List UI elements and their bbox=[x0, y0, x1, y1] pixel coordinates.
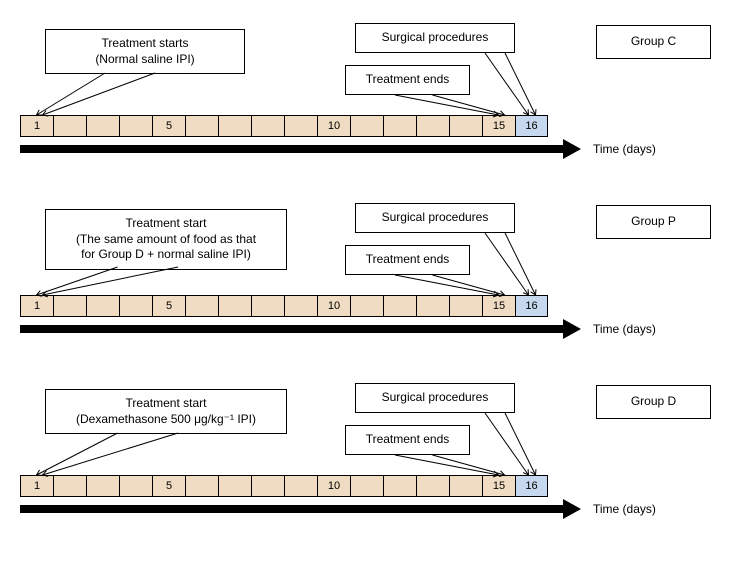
panel-group-d: Treatment start(Dexamethasone 500 μg/kg⁻… bbox=[20, 375, 711, 550]
treatment-start-box: Treatment start(The same amount of food … bbox=[45, 209, 287, 270]
timeline-cell-day-6 bbox=[185, 475, 218, 497]
time-axis-arrowhead bbox=[563, 319, 581, 339]
treatment-start-box: Treatment start(Dexamethasone 500 μg/kg⁻… bbox=[45, 389, 287, 434]
group-label-box: Group C bbox=[596, 25, 711, 59]
treatment-ends-box: Treatment ends bbox=[345, 245, 470, 275]
treatment-start-line2: (The same amount of food as that bbox=[56, 232, 276, 248]
timeline-cell-day-9 bbox=[284, 295, 317, 317]
timeline-cell-day-3 bbox=[86, 295, 119, 317]
treatment-start-box: Treatment starts(Normal saline IPI) bbox=[45, 29, 245, 74]
timeline-cell-day-11 bbox=[350, 475, 383, 497]
treatment-start-line1: Treatment start bbox=[56, 216, 276, 232]
timeline-cell-day-16: 16 bbox=[515, 295, 548, 317]
treatment-start-line1: Treatment start bbox=[56, 396, 276, 412]
timeline-cell-day-7 bbox=[218, 295, 251, 317]
time-axis-arrowhead bbox=[563, 499, 581, 519]
timeline-cell-day-7 bbox=[218, 475, 251, 497]
timeline-row: 15101516 bbox=[20, 295, 548, 317]
timeline-cell-day-15: 15 bbox=[482, 475, 515, 497]
surgical-procedures-box: Surgical procedures bbox=[355, 203, 515, 233]
timeline-cell-day-14 bbox=[449, 475, 482, 497]
timeline-cell-day-10: 10 bbox=[317, 115, 350, 137]
timeline-cell-day-8 bbox=[251, 475, 284, 497]
timeline-cell-day-4 bbox=[119, 475, 152, 497]
timeline-cell-day-3 bbox=[86, 475, 119, 497]
timeline-cell-day-13 bbox=[416, 115, 449, 137]
timeline-cell-day-12 bbox=[383, 475, 416, 497]
timeline-cell-day-5: 5 bbox=[152, 115, 185, 137]
timeline-cell-day-16: 16 bbox=[515, 115, 548, 137]
panel-group-c: Treatment starts(Normal saline IPI) Surgi… bbox=[20, 15, 711, 190]
timeline-cell-day-2 bbox=[53, 115, 86, 137]
timeline-cell-day-4 bbox=[119, 295, 152, 317]
timeline-row: 15101516 bbox=[20, 475, 548, 497]
timeline-cell-day-8 bbox=[251, 115, 284, 137]
treatment-ends-box: Treatment ends bbox=[345, 425, 470, 455]
timeline-cell-day-15: 15 bbox=[482, 295, 515, 317]
treatment-start-line3: for Group D + normal saline IPI) bbox=[56, 247, 276, 263]
timeline-cell-day-11 bbox=[350, 115, 383, 137]
timeline-cell-day-13 bbox=[416, 475, 449, 497]
surgical-procedures-box: Surgical procedures bbox=[355, 383, 515, 413]
treatment-start-line2: (Dexamethasone 500 μg/kg⁻¹ IPI) bbox=[56, 412, 276, 428]
timeline-cell-day-6 bbox=[185, 295, 218, 317]
timeline-cell-day-10: 10 bbox=[317, 295, 350, 317]
timeline-cell-day-9 bbox=[284, 115, 317, 137]
timeline-cell-day-6 bbox=[185, 115, 218, 137]
timeline-cell-day-8 bbox=[251, 295, 284, 317]
time-axis-label: Time (days) bbox=[593, 322, 656, 336]
time-axis-arrowhead bbox=[563, 139, 581, 159]
timeline-cell-day-12 bbox=[383, 295, 416, 317]
timeline-cell-day-1: 1 bbox=[20, 475, 53, 497]
timeline-cell-day-9 bbox=[284, 475, 317, 497]
timeline-cell-day-16: 16 bbox=[515, 475, 548, 497]
timeline-cell-day-12 bbox=[383, 115, 416, 137]
timeline-cell-day-2 bbox=[53, 475, 86, 497]
timeline-cell-day-2 bbox=[53, 295, 86, 317]
timeline-row: 15101516 bbox=[20, 115, 548, 137]
timeline-cell-day-5: 5 bbox=[152, 475, 185, 497]
time-axis-arrow bbox=[20, 505, 563, 513]
panel-group-p: Treatment start(The same amount of food … bbox=[20, 195, 711, 370]
timeline-cell-day-15: 15 bbox=[482, 115, 515, 137]
time-axis-arrow bbox=[20, 325, 563, 333]
timeline-cell-day-7 bbox=[218, 115, 251, 137]
surgical-procedures-box: Surgical procedures bbox=[355, 23, 515, 53]
time-axis-arrow bbox=[20, 145, 563, 153]
timeline-cell-day-13 bbox=[416, 295, 449, 317]
treatment-ends-box: Treatment ends bbox=[345, 65, 470, 95]
timeline-cell-day-5: 5 bbox=[152, 295, 185, 317]
treatment-start-line1: Treatment starts bbox=[56, 36, 234, 52]
group-label-box: Group D bbox=[596, 385, 711, 419]
timeline-cell-day-11 bbox=[350, 295, 383, 317]
timeline-cell-day-10: 10 bbox=[317, 475, 350, 497]
treatment-start-line2: (Normal saline IPI) bbox=[56, 52, 234, 68]
group-label-box: Group P bbox=[596, 205, 711, 239]
timeline-cell-day-1: 1 bbox=[20, 115, 53, 137]
time-axis-label: Time (days) bbox=[593, 502, 656, 516]
time-axis-label: Time (days) bbox=[593, 142, 656, 156]
timeline-cell-day-4 bbox=[119, 115, 152, 137]
timeline-cell-day-3 bbox=[86, 115, 119, 137]
timeline-cell-day-1: 1 bbox=[20, 295, 53, 317]
timeline-cell-day-14 bbox=[449, 115, 482, 137]
timeline-cell-day-14 bbox=[449, 295, 482, 317]
